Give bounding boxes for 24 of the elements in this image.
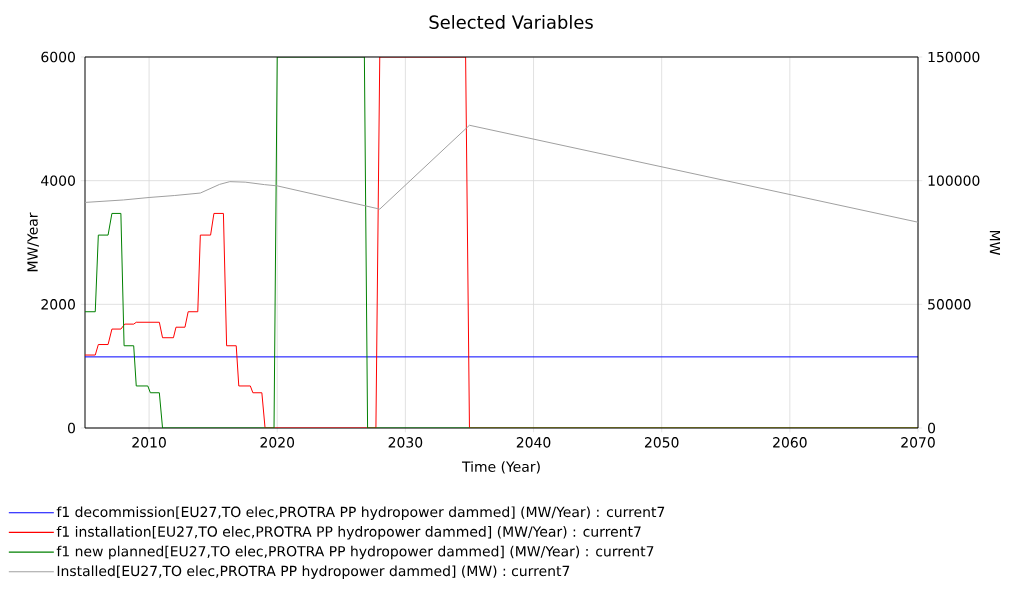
legend-label: f1 installation[EU27,TO elec,PROTRA PP hydropower dammed] (MW/Year) : current7 [56, 526, 641, 540]
y-tick-label: 2000 [41, 299, 75, 310]
chart-title: Selected Variables [429, 15, 593, 29]
x-tick-label: 2010 [132, 437, 166, 448]
y-axis-title: MW/Year [27, 212, 39, 272]
legend-label: f1 decommission[EU27,TO elec,PROTRA PP hydropower dammed] (MW/Year) : current7 [56, 506, 665, 520]
legend-label: f1 new planned[EU27,TO elec,PROTRA PP hydropower dammed] (MW/Year) : current7 [56, 545, 654, 560]
x-axis-title: Time (Year) [461, 461, 540, 474]
y2-tick-label: 150000 [928, 51, 980, 63]
y2-tick-label: 100000 [928, 175, 980, 186]
y-tick-label: 4000 [41, 175, 75, 186]
x-tick-label: 2040 [516, 437, 551, 448]
y2-tick-label: 50000 [928, 299, 971, 310]
y2-tick-label: 0 [928, 422, 936, 434]
x-tick-label: 2070 [901, 437, 935, 448]
line-series [85, 124, 918, 223]
x-tick-label: 2050 [644, 437, 679, 448]
y-tick-label: 0 [67, 422, 75, 434]
x-tick-label: 2020 [260, 437, 295, 448]
y2-axis-title: MW [989, 230, 1001, 255]
x-tick-label: 2060 [773, 437, 807, 448]
x-tick-label: 2030 [388, 437, 423, 448]
legend-label: Installed[EU27,TO elec,PROTRA PP hydropower dammed] (MW) : current7 [57, 565, 570, 579]
y-tick-label: 6000 [41, 51, 75, 63]
